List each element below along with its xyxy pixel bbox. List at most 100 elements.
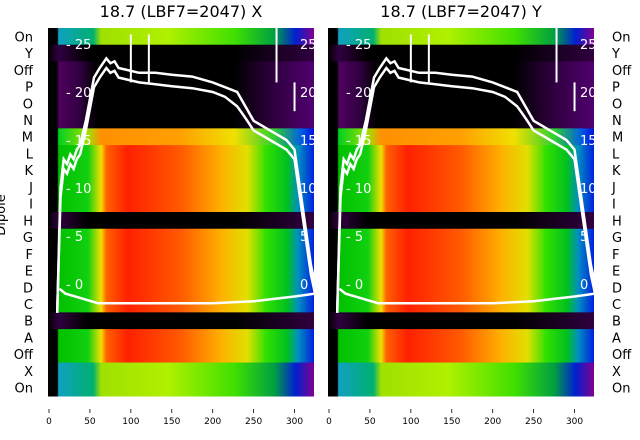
- overlay-tick-label-right: 25: [300, 38, 317, 53]
- row-label: L: [612, 147, 620, 162]
- row-label: N: [612, 114, 622, 129]
- band-n: [48, 111, 314, 129]
- overlay-tick-label-right: 20: [580, 86, 597, 101]
- band-on: [48, 28, 314, 46]
- series-upper: [55, 56, 317, 313]
- row-label: G: [23, 231, 33, 246]
- row-label: K: [24, 164, 33, 179]
- row-label: P: [25, 81, 33, 96]
- x-tick-label: 300: [286, 417, 303, 427]
- overlay-tick-label-right: 15: [300, 134, 317, 149]
- row-label: On: [612, 382, 630, 397]
- overlay-tick-label: - 20: [346, 86, 371, 101]
- row-label: B: [612, 315, 621, 330]
- row-label: On: [15, 30, 33, 45]
- overlay-tick-label-right: 5: [580, 230, 588, 245]
- x-tick-label: 150: [163, 417, 180, 427]
- band-i: [48, 195, 314, 213]
- band-x: [48, 362, 314, 380]
- band-on: [328, 28, 594, 46]
- overlay-tick-label: - 25: [66, 38, 91, 53]
- y-axis-label: Dipole: [0, 194, 9, 235]
- band-f: [48, 245, 314, 263]
- row-label: H: [612, 214, 622, 229]
- x-tick-label: 250: [245, 417, 262, 427]
- overlay-tick-label: - 25: [346, 38, 371, 53]
- row-label: P: [612, 81, 620, 96]
- overlay-tick-label-right: 0: [300, 278, 308, 293]
- row-label: F: [612, 248, 619, 263]
- x-tick-label: 200: [204, 417, 221, 427]
- panel-2: 18.7 (LBF7=2047) Y On Y Off PONMLKJIHGFEDCBA…: [326, 2, 632, 427]
- overlay-tick-label: - 5: [346, 230, 363, 245]
- panel-title: 18.7 (LBF7=2047) X: [100, 2, 263, 21]
- row-label: I: [29, 198, 33, 213]
- band-l: [48, 145, 314, 163]
- row-label: Y: [24, 47, 33, 62]
- row-label: Y: [611, 47, 620, 62]
- overlay-tick-label-right: 10: [580, 182, 597, 197]
- overlay-tick-label-right: 10: [300, 182, 317, 197]
- band-l: [328, 145, 594, 163]
- row-label: I: [612, 198, 616, 213]
- band-x: [328, 362, 594, 380]
- band-e: [328, 262, 594, 280]
- row-label: Off: [14, 64, 34, 79]
- overlay-tick-label: - 5: [66, 230, 83, 245]
- row-label: On: [15, 382, 33, 397]
- band-d: [48, 278, 314, 297]
- overlay-tick-label-right: 25: [580, 38, 597, 53]
- row-label: F: [26, 248, 33, 263]
- row-label: D: [612, 281, 622, 296]
- overlay-tick-label-right: 0: [580, 278, 588, 293]
- row-label: E: [25, 265, 33, 280]
- overlay-tick-label-right: 15: [580, 134, 597, 149]
- band-k: [48, 161, 314, 180]
- overlay-tick-label: - 20: [66, 86, 91, 101]
- band-b: [48, 312, 314, 330]
- x-tick-label: 0: [326, 417, 332, 427]
- row-label: C: [612, 298, 621, 313]
- band-e: [48, 262, 314, 280]
- overlay-tick-label: - 10: [66, 182, 91, 197]
- overlay-tick-label-right: 5: [300, 230, 308, 245]
- band-i: [328, 195, 594, 213]
- band-f: [328, 245, 594, 263]
- band-g: [328, 228, 594, 246]
- panel-title: 18.7 (LBF7=2047) Y: [380, 2, 542, 21]
- x-tick-label: 0: [46, 417, 52, 427]
- row-label: Off: [14, 348, 34, 363]
- overlay-tick-label-right: 20: [300, 86, 317, 101]
- row-label: A: [612, 331, 621, 346]
- band-on: [328, 379, 594, 397]
- x-tick-label: 100: [402, 417, 419, 427]
- band-d: [328, 278, 594, 297]
- band-g: [48, 228, 314, 246]
- row-label: J: [611, 181, 616, 196]
- band-a: [328, 329, 594, 347]
- row-label: K: [612, 164, 621, 179]
- band-m: [328, 128, 594, 146]
- band-y: [328, 44, 594, 62]
- row-label: E: [612, 265, 620, 280]
- x-tick-label: 150: [443, 417, 460, 427]
- band-k: [328, 161, 594, 180]
- band-off: [328, 345, 594, 364]
- overlay-tick-label: - 0: [66, 278, 83, 293]
- band-h: [328, 212, 594, 230]
- row-label: M: [22, 131, 33, 146]
- series-baseline: [58, 287, 316, 305]
- band-m: [48, 128, 314, 146]
- row-label: L: [26, 147, 34, 162]
- row-label: D: [23, 281, 33, 296]
- band-n: [328, 111, 594, 129]
- series-lower: [335, 65, 597, 313]
- band-off: [48, 61, 314, 79]
- band-j: [48, 178, 314, 196]
- x-tick-label: 50: [84, 417, 96, 427]
- x-tick-label: 50: [364, 417, 376, 427]
- band-off: [48, 345, 314, 364]
- row-label: Off: [612, 64, 632, 79]
- band-y: [48, 44, 314, 62]
